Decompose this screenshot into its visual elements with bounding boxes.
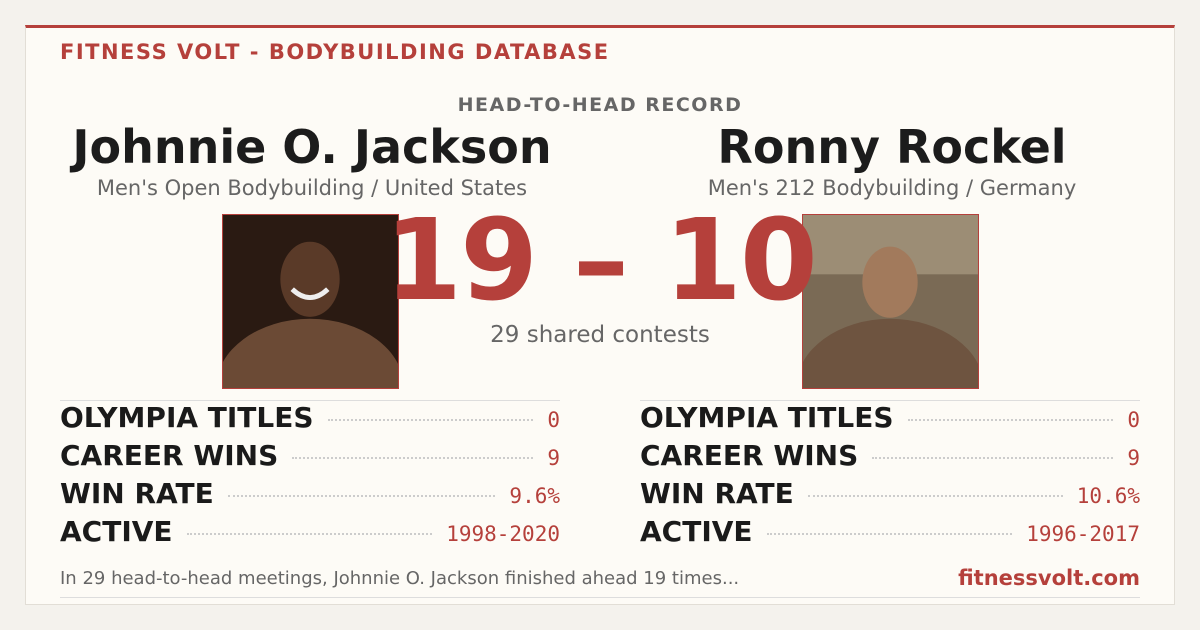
footer-summary: In 29 head-to-head meetings, Johnnie O. … [60,568,740,589]
section-label: HEAD-TO-HEAD RECORD [457,94,743,116]
score: 19 – 10 [384,196,818,326]
stat-label: CAREER WINS [640,439,859,472]
stat-row: CAREER WINS 9 [60,439,560,477]
athlete-division: Men's 212 Bodybuilding / Germany [707,176,1077,200]
leader [327,419,534,421]
stats-list: OLYMPIA TITLES 0 CAREER WINS 9 WIN RATE 10.6%… [640,400,1140,553]
stat-label: OLYMPIA TITLES [60,401,314,434]
athlete-name: Ronny Rockel [717,120,1067,174]
stat-label: WIN RATE [640,477,794,510]
leader [186,533,433,535]
athlete-photo [222,214,399,389]
stat-value: 9 [1127,446,1140,470]
leader [872,457,1114,459]
stat-row: OLYMPIA TITLES 0 [60,401,560,439]
leader [292,457,534,459]
stat-value: 1998-2020 [446,522,560,546]
athlete-photo [802,214,979,389]
stat-value: 1996-2017 [1026,522,1140,546]
stat-label: ACTIVE [60,515,173,548]
stat-row: CAREER WINS 9 [640,439,1140,477]
athlete-name: Johnnie O. Jackson [72,120,552,174]
stat-value: 0 [547,408,560,432]
site-link[interactable]: fitnessvolt.com [958,566,1140,590]
divider [60,597,1140,598]
stat-row: OLYMPIA TITLES 0 [640,401,1140,439]
stat-value: 10.6% [1076,484,1140,508]
card [25,25,1175,605]
stat-label: OLYMPIA TITLES [640,401,894,434]
leader [227,495,496,497]
stat-row: ACTIVE 1996-2017 [640,515,1140,553]
stat-label: ACTIVE [640,515,753,548]
stats-list: OLYMPIA TITLES 0 CAREER WINS 9 WIN RATE 9.6% A… [60,400,560,553]
shared-contests: 29 shared contests [490,322,710,348]
stat-value: 0 [1127,408,1140,432]
athlete-division: Men's Open Bodybuilding / United States [96,176,528,200]
stat-value: 9 [547,446,560,470]
stat-row: WIN RATE 10.6% [640,477,1140,515]
leader [807,495,1063,497]
stat-value: 9.6% [509,484,560,508]
stat-label: CAREER WINS [60,439,279,472]
leader [907,419,1114,421]
stat-row: WIN RATE 9.6% [60,477,560,515]
stat-label: WIN RATE [60,477,214,510]
brand: FITNESS VOLT - BODYBUILDING DATABASE [60,40,610,64]
leader [766,533,1013,535]
stat-row: ACTIVE 1998-2020 [60,515,560,553]
